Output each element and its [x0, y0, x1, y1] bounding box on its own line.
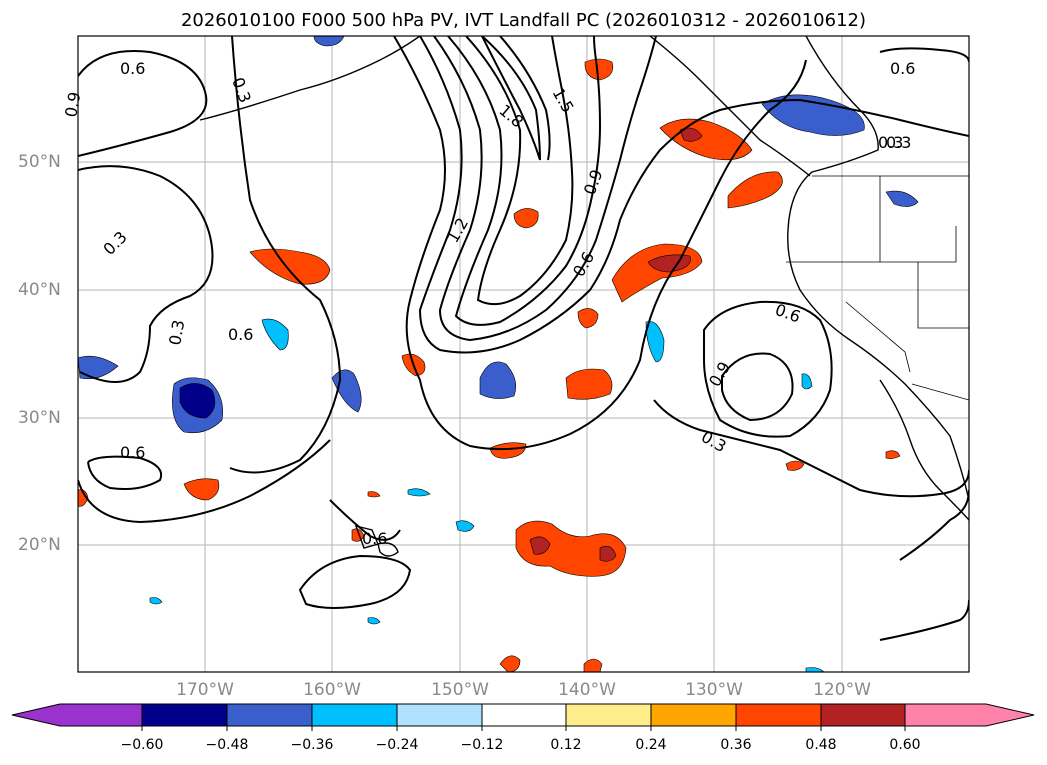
negative-patch: [261, 318, 289, 351]
colorbar-tick-label: −0.36: [290, 737, 334, 753]
lon-label: 160°W: [303, 680, 361, 700]
colorbar-tick-label: 0.12: [550, 737, 582, 753]
negative-patch: [885, 190, 919, 207]
positive-patch: [584, 58, 614, 81]
colorbar-tick-label: 0.36: [720, 737, 752, 753]
colorbar-segment: [141, 703, 228, 727]
contour-label: 0.6: [362, 529, 387, 548]
negative-patch: [455, 520, 475, 532]
colorbar-tick-label: −0.12: [460, 737, 504, 753]
contour-label: 0.3: [878, 133, 903, 152]
lon-label: 130°W: [685, 680, 743, 700]
lon-label: 150°W: [431, 680, 489, 700]
lat-label: 30°N: [18, 408, 61, 428]
map-background: [78, 36, 969, 672]
positive-core: [599, 545, 617, 562]
negative-patch: [761, 94, 865, 136]
positive-patch: [489, 442, 527, 459]
political-borders: [786, 175, 969, 401]
positive-patch: [727, 171, 783, 209]
colorbar-segment: [565, 703, 652, 727]
positive-core: [529, 536, 551, 555]
colorbar-tick-label: −0.60: [120, 737, 164, 753]
negative-patch: [645, 321, 665, 363]
lon-label: 140°W: [558, 680, 616, 700]
plot-title: 2026010100 F000 500 hPa PV, IVT Landfall…: [180, 10, 867, 31]
lon-label: 170°W: [176, 680, 234, 700]
contour-label: 0.9: [61, 90, 84, 118]
positive-patch: [577, 308, 599, 329]
positive-patch: [885, 450, 901, 459]
map-frame: [77, 35, 970, 673]
positive-patch: [565, 368, 613, 400]
colorbar-tick-label: 0.60: [889, 737, 921, 753]
positive-patch: [183, 478, 220, 501]
colorbar-tick-label: 0.48: [805, 737, 837, 753]
negative-core: [179, 383, 216, 419]
colorbar-segment: [311, 703, 398, 727]
contour-label: 0.3: [886, 133, 911, 152]
colorbar: [11, 703, 1035, 727]
negative-patch: [313, 36, 345, 47]
colorbar-segment: [396, 703, 483, 727]
positive-patch: [513, 208, 539, 229]
positive-patch: [583, 658, 603, 672]
colorbar-tick-label: 0.24: [635, 737, 667, 753]
positive-patch: [367, 491, 381, 498]
positive-patch: [785, 460, 805, 471]
colorbar-segment: [820, 703, 906, 727]
negative-patch: [479, 361, 517, 399]
contour-label: 0.3: [165, 318, 188, 346]
negative-patch: [805, 667, 825, 672]
colorbar-extend-high: [904, 703, 1035, 727]
gridlines: [78, 36, 969, 672]
colorbar-segment: [735, 703, 822, 727]
lat-label: 20°N: [18, 535, 61, 555]
positive-patch: [515, 520, 627, 577]
ivt-anomaly-patches: [78, 36, 919, 672]
negative-patch: [407, 488, 431, 497]
colorbar-segment: [481, 703, 567, 727]
lat-label: 50°N: [18, 152, 61, 172]
colorbar-segment: [226, 703, 313, 727]
contour-label: 0.6: [120, 443, 145, 462]
colorbar-ticks: [141, 726, 906, 731]
lon-label: 120°W: [813, 680, 871, 700]
negative-patch: [801, 373, 813, 390]
contour-label: 0.6: [120, 59, 145, 78]
pv-contours: [78, 36, 969, 641]
colorbar-extend-low: [11, 703, 143, 727]
colorbar-tick-label: −0.24: [375, 737, 419, 753]
negative-patch: [367, 617, 381, 625]
positive-patch: [249, 248, 331, 285]
contour-label: 0.6: [890, 59, 915, 78]
colorbar-segment: [650, 703, 737, 727]
negative-patch: [78, 355, 119, 380]
lat-label: 40°N: [18, 280, 61, 300]
positive-core: [679, 127, 703, 142]
contour-label: 0.6: [228, 325, 253, 344]
colorbar-tick-label: −0.48: [205, 737, 249, 753]
negative-patch: [149, 597, 163, 605]
